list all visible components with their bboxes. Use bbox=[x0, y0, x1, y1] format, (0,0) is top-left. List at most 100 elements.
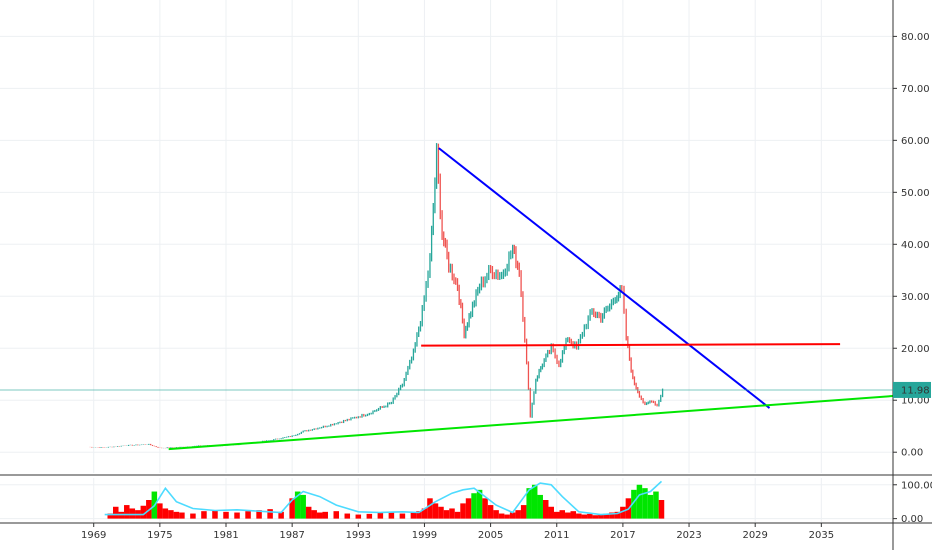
oscillator-bar bbox=[642, 488, 648, 519]
oscillator-bar bbox=[190, 513, 196, 519]
oscillator-bar bbox=[636, 484, 643, 519]
oscillator-line-path bbox=[104, 480, 663, 516]
oscillator-bar bbox=[460, 503, 466, 519]
x-tick-label: 2005 bbox=[478, 530, 503, 541]
oscillator-bar bbox=[107, 513, 114, 519]
y-tick-label: 50.00 bbox=[901, 188, 930, 199]
oscillator-bar bbox=[449, 508, 455, 519]
x-tick-label: 2029 bbox=[742, 530, 767, 541]
oscillator-bar bbox=[124, 505, 130, 519]
oscillator-bar bbox=[377, 512, 384, 519]
oscillator-bar bbox=[366, 513, 373, 519]
x-tick-label: 1975 bbox=[147, 530, 172, 541]
oscillator-bar bbox=[316, 512, 323, 519]
oscillator-bar bbox=[256, 510, 262, 519]
oscillator-bar bbox=[289, 498, 295, 519]
oscillator-bar bbox=[587, 513, 593, 519]
oscillator-bar bbox=[576, 513, 582, 519]
oscillator-bar bbox=[498, 513, 505, 519]
oscillator-bar bbox=[162, 508, 169, 519]
last-price-marker: 11.98 bbox=[0, 381, 931, 398]
oscillator-bar bbox=[322, 511, 328, 519]
oscillator-bar bbox=[658, 500, 665, 519]
oscillator-bar bbox=[581, 514, 588, 519]
oscillator-bar bbox=[410, 512, 417, 519]
oscillator-bar bbox=[140, 505, 147, 519]
oscillator-bar bbox=[487, 505, 494, 519]
oscillator-bar bbox=[482, 498, 488, 519]
y-tick-label: 80.00 bbox=[901, 32, 930, 43]
oscillator-bar bbox=[515, 510, 521, 519]
oscillator-bar bbox=[267, 509, 273, 519]
oscillator-bar bbox=[333, 511, 340, 519]
oscillator-bar bbox=[454, 511, 461, 519]
oscillator-line bbox=[104, 480, 663, 516]
oscillator-bar bbox=[526, 488, 532, 519]
oscillator-bar bbox=[179, 512, 185, 519]
oscillator-bar bbox=[620, 506, 626, 519]
oscillator-bar bbox=[305, 506, 312, 519]
oscillator-bar bbox=[614, 511, 621, 519]
x-tick-label: 2023 bbox=[676, 530, 701, 541]
oscillator-bar bbox=[520, 505, 527, 519]
oscillator-bar bbox=[234, 512, 240, 519]
oscillator-y-tick-label: 100.00 bbox=[901, 480, 932, 491]
oscillator-bar bbox=[592, 515, 599, 519]
y-tick-label: 60.00 bbox=[901, 136, 930, 147]
oscillator-bar bbox=[416, 511, 422, 519]
x-tick-label: 2035 bbox=[809, 530, 834, 541]
oscillator-bar bbox=[438, 506, 444, 519]
oscillator-bar bbox=[300, 494, 306, 519]
oscillator-bar bbox=[476, 489, 483, 519]
oscillator-bar bbox=[559, 510, 566, 519]
oscillator-bar bbox=[647, 494, 654, 519]
trendline bbox=[168, 392, 921, 451]
x-tick-label: 2017 bbox=[610, 530, 635, 541]
x-tick-label: 1999 bbox=[412, 530, 437, 541]
oscillator-bar bbox=[212, 510, 218, 519]
oscillator-bar bbox=[113, 506, 119, 519]
oscillator-bar bbox=[432, 503, 439, 519]
trendlines bbox=[168, 147, 921, 451]
trendline bbox=[421, 343, 841, 347]
oscillator-bar bbox=[223, 511, 229, 519]
y-tick-label: 0.00 bbox=[901, 448, 923, 459]
oscillator-bar bbox=[294, 491, 301, 519]
trendline bbox=[438, 147, 771, 409]
price-grid bbox=[0, 0, 893, 473]
oscillator-bar bbox=[388, 511, 395, 519]
x-tick-label: 1969 bbox=[81, 530, 106, 541]
oscillator-bar bbox=[653, 491, 659, 519]
oscillator-bar bbox=[509, 512, 516, 519]
oscillator-bars bbox=[107, 484, 665, 519]
y-tick-label: 40.00 bbox=[901, 240, 930, 251]
x-tick-label: 1993 bbox=[346, 530, 371, 541]
oscillator-bar bbox=[565, 512, 571, 519]
oscillator-bar bbox=[609, 512, 615, 519]
oscillator-bar bbox=[493, 510, 499, 519]
oscillator-bar bbox=[603, 513, 610, 519]
price-series bbox=[89, 143, 664, 449]
last-price-label: 11.98 bbox=[901, 385, 930, 396]
oscillator-bar bbox=[399, 513, 406, 519]
oscillator-bar bbox=[443, 510, 450, 519]
oscillator-bar bbox=[157, 503, 163, 519]
oscillator-bar bbox=[201, 511, 207, 519]
x-tick-label: 1987 bbox=[279, 530, 304, 541]
oscillator-bar bbox=[631, 489, 637, 519]
oscillator-bar bbox=[531, 484, 538, 519]
oscillator-bar bbox=[553, 511, 560, 519]
oscillator-bar bbox=[421, 508, 428, 519]
y-axis-ticks: 0.00 10.00 20.00 30.00 40.00 50.00 60.00 70.00 8… bbox=[893, 32, 930, 459]
oscillator-bar bbox=[537, 494, 543, 519]
oscillator-bar bbox=[168, 510, 174, 519]
oscillator-y-tick-label: 0.00 bbox=[901, 514, 923, 525]
oscillator-bar bbox=[598, 514, 604, 519]
oscillator-bar bbox=[570, 511, 577, 519]
oscillator-y-axis-ticks: 0.00 100.00 bbox=[893, 480, 932, 525]
oscillator-bar bbox=[311, 510, 317, 519]
oscillator-bar bbox=[542, 500, 549, 519]
